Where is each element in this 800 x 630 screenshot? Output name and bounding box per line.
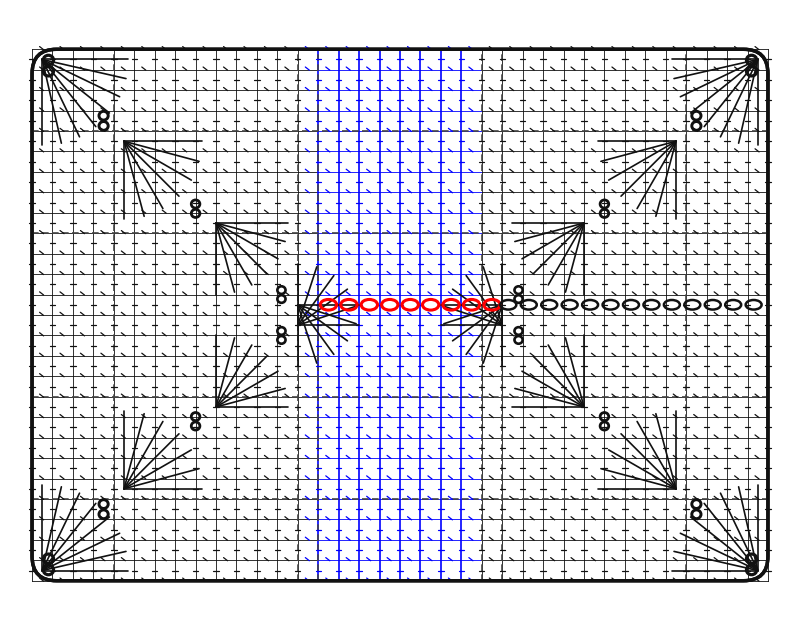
FancyBboxPatch shape xyxy=(32,49,768,581)
